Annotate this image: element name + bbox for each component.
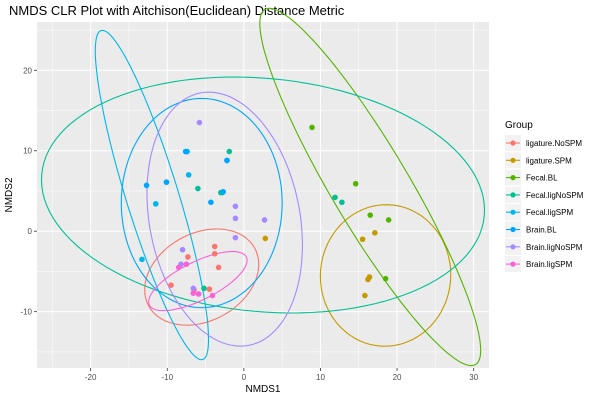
point-Fecal.ligNoSPM: [201, 285, 207, 292]
chart-title: NMDS CLR Plot with Aitchison(Euclidean) …: [9, 3, 345, 18]
legend-item: Brain.ligSPM: [505, 256, 573, 273]
point-ligature.SPM: [262, 235, 269, 242]
point-Brain.ligNoSPM: [196, 119, 203, 126]
legend-key-point: [510, 261, 516, 267]
legend-item: Brain.BL: [505, 221, 557, 238]
legend-label: Brain.BL: [526, 226, 557, 235]
x-tick-label: -20: [85, 373, 97, 382]
ellipse-Brain.ligNoSPM: [146, 91, 303, 347]
legend-item: Brain.ligNoSPM: [505, 238, 583, 255]
point-ligature.NoSPM: [215, 264, 222, 271]
point-Brain.ligNoSPM: [232, 203, 239, 210]
point-Fecal.BL: [382, 275, 389, 282]
legend-label: Fecal.ligSPM: [526, 208, 573, 217]
point-Brain.ligNoSPM: [232, 234, 239, 241]
legend-label: Brain.ligSPM: [526, 260, 573, 269]
point-Brain.BL: [163, 179, 170, 185]
point-ligature.NoSPM: [211, 250, 218, 257]
point-ligature.SPM: [372, 230, 378, 236]
point-Fecal.BL: [309, 124, 315, 131]
y-tick-label: 10: [23, 147, 32, 156]
y-tick-label: 0: [28, 227, 33, 236]
ellipse-Fecal.ligSPM: [94, 29, 210, 361]
legend-item: ligature.SPM: [505, 152, 572, 169]
point-Fecal.ligSPM: [152, 201, 159, 207]
point-Brain.ligSPM: [183, 261, 190, 268]
legend-key-point: [510, 209, 516, 215]
point-Brain.BL: [182, 148, 189, 155]
ellipse-ligature.NoSPM: [144, 228, 260, 326]
x-axis-title: NMDS1: [245, 384, 280, 395]
x-tick-label: 20: [393, 373, 402, 382]
point-Brain.ligSPM: [190, 290, 197, 296]
legend-item: Fecal.ligSPM: [505, 204, 573, 221]
legend-key-point: [510, 244, 516, 250]
legend-item: Fecal.ligNoSPM: [505, 186, 584, 203]
point-Brain.ligNoSPM: [190, 285, 197, 292]
legend-key-point: [510, 175, 516, 181]
x-tick-label: 10: [316, 373, 325, 382]
legend-item: Fecal.BL: [505, 169, 558, 186]
point-ligature.NoSPM: [206, 286, 213, 292]
ellipse-Fecal.BL: [259, 7, 482, 367]
y-tick-label: -10: [20, 308, 32, 317]
y-axis-ticks: -10 0 10 20: [20, 66, 37, 317]
point-Brain.BL: [224, 157, 230, 164]
point-ligature.SPM: [362, 292, 368, 299]
legend-label: Fecal.BL: [526, 174, 558, 183]
y-axis-title: NMDS2: [4, 177, 15, 212]
point-Brain.ligSPM: [195, 291, 202, 297]
point-Brain.ligNoSPM: [232, 215, 239, 222]
point-Brain.BL: [208, 199, 214, 206]
point-ligature.SPM: [366, 274, 373, 280]
point-Brain.ligNoSPM: [261, 217, 268, 223]
point-ligature.SPM: [359, 236, 366, 243]
y-tick-label: 20: [23, 66, 32, 75]
legend-label: ligature.SPM: [526, 156, 572, 165]
point-Brain.BL: [143, 182, 150, 189]
point-Fecal.ligNoSPM: [226, 148, 233, 155]
legend-key-point: [510, 140, 516, 146]
point-Fecal.BL: [367, 212, 374, 218]
legend-key-point: [510, 226, 516, 233]
legend-title: Group: [505, 120, 533, 131]
x-tick-label: 30: [469, 373, 478, 382]
confidence-ellipses: [40, 7, 486, 367]
legend-item: ligature.NoSPM: [505, 135, 582, 151]
point-Fecal.BL: [352, 180, 359, 187]
ellipse-Brain.BL: [120, 97, 283, 309]
point-Fecal.ligNoSPM: [195, 185, 201, 192]
point-Fecal.BL: [385, 217, 392, 223]
point-Fecal.ligNoSPM: [332, 194, 338, 201]
point-Brain.ligNoSPM: [179, 246, 186, 253]
legend-label: Brain.ligNoSPM: [526, 243, 583, 252]
point-Brain.ligSPM: [209, 292, 216, 299]
point-ligature.NoSPM: [168, 282, 174, 288]
ellipse-ligature.SPM: [319, 204, 452, 347]
x-tick-label: -10: [161, 373, 173, 382]
legend-key-point: [510, 192, 516, 198]
point-ligature.NoSPM: [185, 254, 191, 260]
legend-label: Fecal.ligNoSPM: [526, 191, 584, 200]
plot-panel: [37, 22, 489, 368]
x-axis-ticks: -20 -10 0 10 20 30: [85, 368, 479, 382]
point-Brain.BL: [220, 188, 226, 195]
ellipse-Fecal.ligNoSPM: [40, 76, 486, 314]
data-points: [139, 119, 392, 299]
point-ligature.NoSPM: [211, 243, 218, 250]
x-tick-label: 0: [242, 373, 247, 382]
legend-key-point: [510, 157, 516, 163]
point-Fecal.ligNoSPM: [339, 199, 345, 206]
point-Fecal.ligSPM: [185, 172, 192, 178]
point-Brain.ligSPM: [175, 264, 182, 271]
legend-label: ligature.NoSPM: [526, 139, 582, 148]
legend: Group ligature.NoSPM ligature.SPM Fecal.BL…: [505, 120, 584, 273]
point-Fecal.ligSPM: [139, 256, 145, 263]
